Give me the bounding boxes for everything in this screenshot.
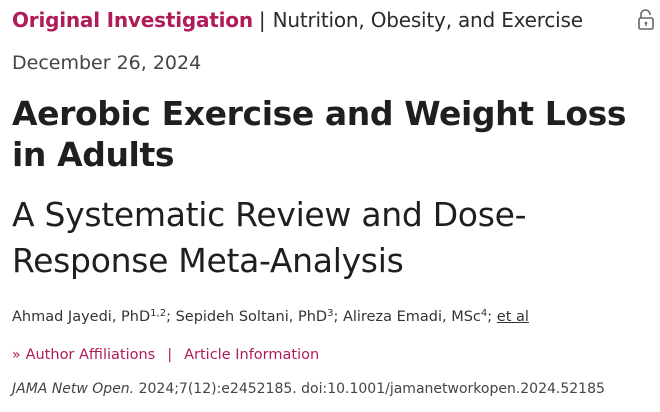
article-information-link[interactable]: Article Information xyxy=(184,347,320,363)
author-separator: ; xyxy=(166,309,171,325)
et-al-link[interactable]: et al xyxy=(496,309,529,325)
author-separator: ; xyxy=(333,309,339,325)
author-affiliation-ref: 3 xyxy=(327,308,334,319)
article-info-links: » Author Affiliations | Article Informat… xyxy=(12,347,319,363)
author-separator: ; xyxy=(487,309,493,325)
author-affiliation-ref: 1,2 xyxy=(150,308,167,319)
citation: JAMA Netw Open. 2024;7(12):e2452185. doi… xyxy=(12,381,605,397)
author-name[interactable]: Ahmad Jayedi, PhD xyxy=(12,309,151,325)
article-subtitle: A Systematic Review and Dose-Response Me… xyxy=(12,195,527,280)
article-type-label[interactable]: Original Investigation xyxy=(12,8,253,32)
author-affiliation-ref: 4 xyxy=(480,308,488,319)
author-list: Ahmad Jayedi, PhD1,2; Sepideh Soltani, P… xyxy=(12,308,529,325)
subject-label[interactable]: Nutrition, Obesity, and Exercise xyxy=(272,8,583,32)
author-name[interactable]: Sepideh Soltani, PhD xyxy=(175,309,328,325)
info-separator: | xyxy=(167,347,173,363)
category-separator: | xyxy=(258,8,266,32)
author-affiliations-link[interactable]: Author Affiliations xyxy=(25,347,156,363)
author-name[interactable]: Alireza Emadi, MSc xyxy=(342,309,481,325)
open-lock-icon xyxy=(638,9,654,30)
article-category-bar: Original Investigation | Nutrition, Obes… xyxy=(12,6,583,34)
citation-details: 2024;7(12):e2452185. doi:10.1001/jamanet… xyxy=(134,381,605,397)
article-title: Aerobic Exercise and Weight Loss in Adul… xyxy=(12,94,627,174)
publication-date: December 26, 2024 xyxy=(12,52,202,74)
citation-journal: JAMA Netw Open. xyxy=(12,381,135,397)
double-chevron-right-icon: » xyxy=(12,347,21,363)
